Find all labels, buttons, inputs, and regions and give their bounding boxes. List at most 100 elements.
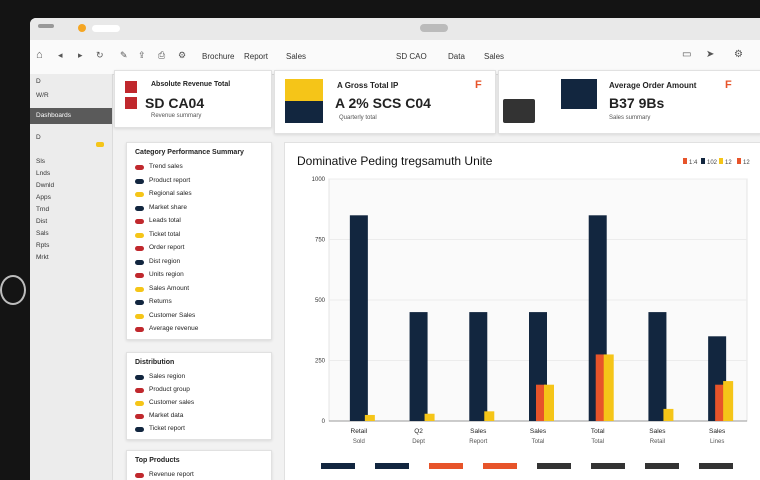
- browser-topbar: [30, 18, 760, 41]
- list-item[interactable]: Dist region: [149, 257, 181, 265]
- list-item[interactable]: Sales Amount: [149, 284, 190, 292]
- sidebar-item-8[interactable]: Apps: [36, 194, 51, 201]
- menu-sdcao[interactable]: SD CAO: [396, 52, 427, 61]
- list-item[interactable]: Customer sales: [149, 399, 195, 406]
- legend-label: 12: [743, 160, 750, 166]
- list-item[interactable]: Average revenue: [149, 325, 199, 332]
- legend-swatch: [737, 158, 741, 164]
- x-tick-sublabel: Sold: [353, 439, 365, 445]
- bar-navy: [648, 312, 667, 421]
- list-item[interactable]: Market data: [149, 412, 184, 419]
- kpi-card-average[interactable]: Average Order Amount B37 9Bs Sales summa…: [498, 70, 760, 134]
- list-title: Category Performance Summary: [135, 149, 244, 156]
- bar-yellow: [484, 411, 495, 421]
- kpi-card-gross[interactable]: A Gross Total IP A 2% SCS C04 Quarterly …: [274, 70, 496, 134]
- sidebar-item-4[interactable]: D: [36, 134, 41, 141]
- app-icon: [38, 24, 54, 28]
- x-tick-sublabel: Total: [591, 439, 604, 445]
- sidebar-item-5[interactable]: Sls: [36, 158, 46, 165]
- list-item[interactable]: Revenue report: [149, 471, 194, 478]
- list-bullet-icon: [135, 388, 144, 393]
- forward-icon[interactable]: ▸: [78, 50, 83, 60]
- settings-icon[interactable]: ⚙: [178, 50, 187, 60]
- kpi-card-revenue[interactable]: Absolute Revenue Total SD CA04 Revenue s…: [114, 70, 272, 128]
- list-bullet-icon: [135, 178, 144, 184]
- x-tick-label: Total: [591, 428, 605, 435]
- list-bullet-icon: [135, 473, 144, 478]
- sidebar-item-12[interactable]: Rpts: [36, 242, 50, 249]
- menu-report[interactable]: Report: [244, 52, 269, 61]
- sidebar-badge-icon: [96, 142, 104, 147]
- sidebar-item-2[interactable]: W/R: [36, 92, 49, 99]
- list-item[interactable]: Units region: [149, 271, 184, 278]
- list-item[interactable]: Order report: [149, 244, 185, 251]
- list-item[interactable]: Trend sales: [149, 163, 183, 170]
- footer-legend-swatch: [429, 463, 463, 469]
- list-item[interactable]: Ticket total: [149, 230, 181, 238]
- share-icon[interactable]: ⇪: [138, 50, 146, 60]
- bar-yellow: [603, 354, 614, 421]
- bar-orange: [536, 384, 546, 421]
- y-tick-label: 750: [315, 238, 326, 244]
- sidebar-item-dashboards[interactable]: Dashboards: [36, 112, 72, 119]
- kpi-title: Average Order Amount: [609, 81, 697, 90]
- menu-gear-icon[interactable]: ⚙: [734, 49, 743, 60]
- menu-bar: ⌂ ◂ ▸ ↻ ✎ ⇪ ⎙ ⚙ Brochure Report Sales SD…: [30, 40, 760, 75]
- x-tick-label: Sales: [530, 428, 547, 435]
- kpi-sub: Sales summary: [609, 115, 651, 121]
- list-item[interactable]: Returns: [149, 298, 172, 305]
- list-item[interactable]: Customer Sales: [149, 311, 196, 319]
- y-tick-label: 0: [322, 419, 326, 425]
- edit-icon[interactable]: ✎: [120, 50, 128, 60]
- address-pill[interactable]: [92, 25, 120, 32]
- menu-brochure[interactable]: Brochure: [202, 52, 235, 61]
- sidebar-item-7[interactable]: Dwnld: [36, 182, 55, 189]
- sidebar-item-10[interactable]: Dist: [36, 218, 48, 225]
- x-tick-label: Sales: [709, 428, 726, 435]
- list-bullet-icon: [135, 259, 144, 265]
- chart-title: Dominative Peding tregsamuth Unite: [297, 154, 493, 168]
- kpi-yellow-block: [285, 79, 323, 101]
- kpi-sub: Quarterly total: [339, 115, 377, 121]
- list-bullet-icon: [135, 205, 144, 211]
- list-item[interactable]: Leads total: [149, 217, 181, 224]
- list-item[interactable]: Sales region: [149, 373, 186, 380]
- list-title: Top Products: [135, 457, 180, 464]
- refresh-icon[interactable]: ↻: [96, 50, 104, 60]
- x-tick-sublabel: Total: [532, 439, 545, 445]
- list-item[interactable]: Product group: [149, 386, 190, 393]
- sidebar-item-9[interactable]: Trnd: [36, 206, 50, 213]
- menu-sales[interactable]: Sales: [286, 52, 307, 61]
- cursor-icon[interactable]: ➤: [706, 49, 715, 60]
- list-title: Distribution: [135, 359, 175, 366]
- list-bullet-icon: [135, 286, 144, 292]
- footer-legend-swatch: [537, 463, 571, 469]
- footer-legend-swatch: [645, 463, 679, 469]
- list-bullet-icon: [135, 414, 144, 419]
- menu-sales-2[interactable]: Sales: [484, 52, 505, 61]
- kpi-value: SD CA04: [145, 95, 205, 111]
- x-tick-label: Retail: [351, 428, 368, 435]
- x-tick-sublabel: Report: [469, 439, 487, 445]
- menu-data[interactable]: Data: [448, 52, 465, 61]
- sidebar-item-11[interactable]: Sals: [36, 230, 49, 237]
- sidebar-item-6[interactable]: Lnds: [36, 170, 51, 177]
- bar-yellow: [424, 413, 435, 421]
- kpi-flag-icon-2: F: [725, 79, 732, 91]
- home-button[interactable]: [0, 275, 26, 305]
- sidebar-item-13[interactable]: Mrkt: [36, 254, 49, 261]
- folder-icon[interactable]: ▭: [682, 49, 692, 60]
- list-item[interactable]: Product report: [149, 176, 191, 184]
- chart-card: Dominative Peding tregsamuth Unite 1:4 102…: [284, 142, 760, 480]
- list-item[interactable]: Market share: [149, 203, 187, 211]
- back-icon[interactable]: ◂: [58, 50, 63, 60]
- list-item[interactable]: Ticket report: [149, 425, 185, 432]
- list-item[interactable]: Regional sales: [149, 190, 192, 197]
- print-icon[interactable]: ⎙: [158, 50, 166, 60]
- sidebar-item-1[interactable]: D: [36, 78, 41, 85]
- bar-navy: [469, 312, 488, 421]
- camera-notch: [420, 24, 448, 32]
- home-icon[interactable]: ⌂: [36, 49, 43, 61]
- kpi-red-icon: [125, 81, 137, 93]
- kpi-flag-icon: F: [475, 79, 482, 91]
